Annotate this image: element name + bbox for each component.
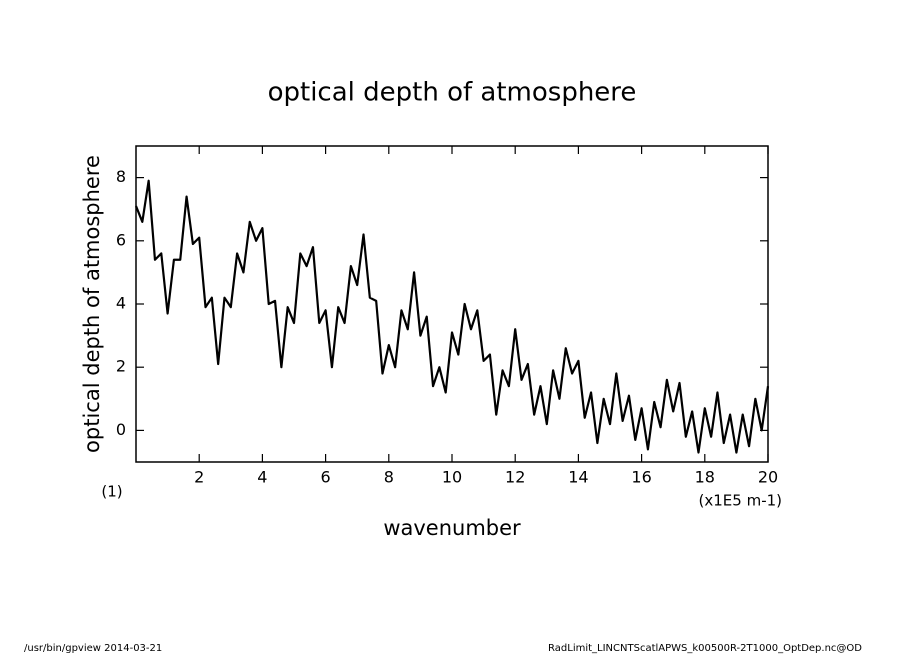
x-tick-label: 4 (257, 468, 267, 487)
x-tick-label: 20 (758, 468, 778, 487)
y-tick-label: 8 (116, 167, 126, 186)
x-tick-label: 2 (194, 468, 204, 487)
data-line (134, 179, 770, 454)
y-tick-label: 4 (116, 294, 126, 313)
x-tick-label: 8 (384, 468, 394, 487)
chart-title: optical depth of atmosphere (268, 78, 637, 108)
y-tick-label: 6 (116, 230, 126, 249)
x-tick-label: 18 (695, 468, 715, 487)
footer-right: RadLimit_LINCNTScatlAPWS_k00500R-2T1000_… (548, 643, 862, 654)
x-tick-label: 12 (505, 468, 525, 487)
x-tick-label: 6 (321, 468, 331, 487)
x-tick-label: 14 (568, 468, 588, 487)
x-tick-label: 10 (442, 468, 462, 487)
x-unit: (x1E5 m-1) (699, 492, 782, 510)
y-tick-label: 0 (116, 420, 126, 439)
footer-left: /usr/bin/gpview 2014-03-21 (24, 643, 162, 654)
y-unit: (1) (101, 483, 122, 501)
x-axis-label: wavenumber (383, 516, 521, 540)
y-axis-label: optical depth of atmosphere (80, 155, 104, 453)
x-tick-label: 16 (631, 468, 651, 487)
y-tick-label: 2 (116, 357, 126, 376)
